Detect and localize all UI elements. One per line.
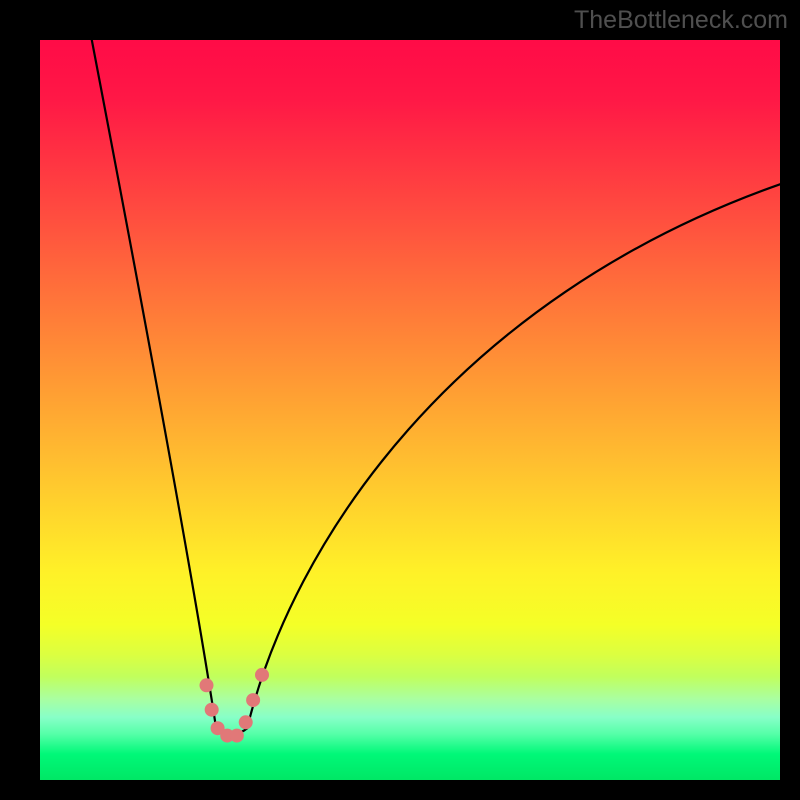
data-marker [246,693,260,707]
bottleneck-curve-right [247,184,780,728]
data-marker [255,668,269,682]
data-marker [205,703,219,717]
data-marker [230,729,244,743]
curve-layer [40,40,780,780]
data-marker [200,678,214,692]
data-marker [239,715,253,729]
chart-container: TheBottleneck.com [0,0,800,800]
watermark-text: TheBottleneck.com [574,6,788,35]
plot-area [40,40,780,780]
bottleneck-curve-left [92,40,216,728]
marker-group [200,668,270,743]
